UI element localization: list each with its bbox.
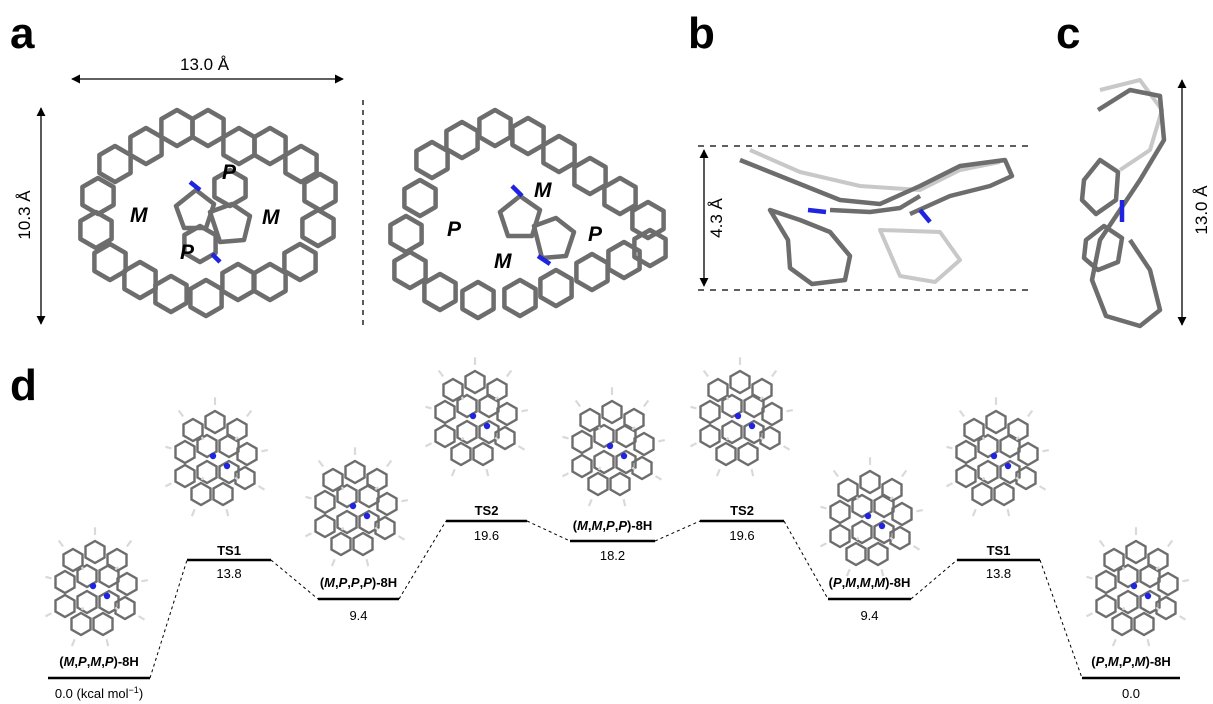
energy-connector — [783, 520, 829, 600]
panel-label-d: d — [10, 361, 37, 410]
molecule-side-view — [739, 148, 1015, 287]
energy-connector — [910, 559, 958, 600]
helicity-label: M — [262, 206, 280, 229]
helicity-label: P — [447, 218, 462, 241]
helicity-label: M — [130, 204, 148, 227]
molecule-right — [390, 110, 665, 318]
panel-label-c: c — [1056, 9, 1080, 58]
molecule-left — [80, 110, 335, 316]
energy-diagram: (M,P,M,P)-8H 0.0 (kcal mol−1) TS1 13.8 (M,P,… — [44, 357, 1190, 701]
nitrogen-atom-4 — [536, 254, 552, 266]
nitrogen-atom-3 — [510, 184, 524, 198]
energy-connector — [270, 559, 319, 600]
molecule-edge-view — [1079, 78, 1167, 329]
energy-level-label: TS2 — [475, 503, 499, 518]
energy-level-label: (P,M,P,M)-8H — [1091, 654, 1171, 669]
helicity-label: M — [534, 179, 552, 202]
energy-value: 19.6 — [474, 528, 499, 543]
energy-value: 18.2 — [600, 548, 625, 563]
energy-connector — [526, 520, 571, 542]
energy-level-label: (M,P,P,P)-8H — [320, 575, 397, 590]
nitrogen-atom-2 — [210, 252, 222, 264]
conformer-structure — [1085, 527, 1190, 647]
energy-level-label: TS1 — [217, 543, 241, 558]
conformer-structure — [689, 357, 794, 477]
conformer-structure — [304, 447, 409, 567]
conformer-structure — [561, 387, 666, 507]
energy-value: 9.4 — [860, 608, 878, 623]
panel-label-a: a — [10, 9, 35, 58]
conformer-structure — [44, 527, 149, 647]
energy-connector — [1039, 559, 1083, 679]
energy-level-label: (M,P,M,P)-8H — [59, 654, 139, 669]
helicity-label: P — [180, 241, 195, 264]
helicity-label: M — [494, 250, 512, 273]
panel-label-b: b — [688, 9, 715, 58]
energy-value: 0.0 — [1122, 686, 1140, 701]
helicity-label: P — [222, 161, 237, 184]
energy-value: 0.0 (kcal mol−1) — [55, 685, 143, 701]
energy-level-label: (P,M,M,M)-8H — [829, 575, 911, 590]
height-label: 10.3 Å — [15, 190, 34, 240]
energy-value: 13.8 — [216, 566, 241, 581]
energy-value: 13.8 — [986, 566, 1011, 581]
conformer-structure — [819, 457, 924, 577]
length-label: 13.0 Å — [1192, 185, 1211, 235]
energy-level-label: TS2 — [730, 503, 754, 518]
energy-level-label: TS1 — [987, 543, 1011, 558]
nitrogen-atom-1 — [188, 180, 202, 192]
width-label: 13.0 Å — [180, 55, 230, 74]
energy-value: 9.4 — [349, 608, 367, 623]
energy-connector — [149, 559, 188, 679]
conformer-structure — [164, 397, 269, 517]
energy-connector — [654, 520, 701, 542]
energy-connector — [398, 520, 447, 600]
thickness-label: 4.3 Å — [707, 197, 726, 237]
helicity-label: P — [588, 223, 603, 246]
energy-level-label: (M,M,P,P)-8H — [573, 518, 653, 533]
energy-value: 19.6 — [729, 528, 754, 543]
conformer-structure — [424, 357, 529, 477]
conformer-structure — [945, 397, 1050, 517]
